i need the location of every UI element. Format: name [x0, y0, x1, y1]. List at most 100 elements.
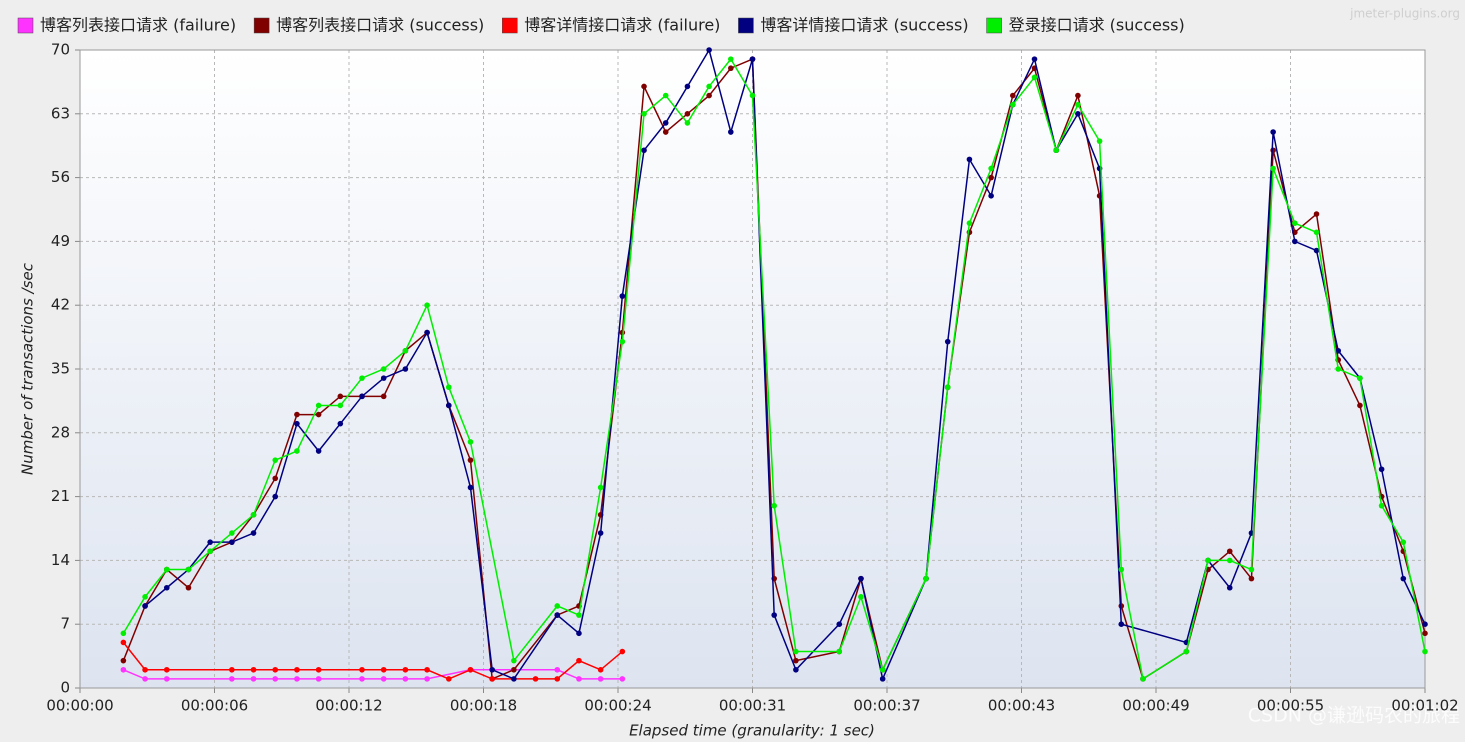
data-point: [966, 220, 973, 226]
y-axis-label: Number of transactions /sec: [19, 262, 37, 475]
data-point: [836, 621, 843, 627]
data-point: [1400, 575, 1407, 582]
data-point: [142, 603, 148, 609]
data-point: [1226, 584, 1233, 591]
data-point: [619, 293, 626, 299]
data-point: [272, 457, 279, 463]
data-point: [858, 575, 864, 582]
legend-swatch: [502, 17, 518, 34]
data-point: [1400, 539, 1407, 545]
x-tick-label: 00:00:37: [853, 697, 920, 715]
data-point: [424, 302, 430, 309]
data-point: [1422, 630, 1428, 637]
data-point: [1031, 74, 1038, 81]
data-point: [359, 375, 365, 381]
data-point: [1075, 92, 1081, 99]
data-point: [163, 666, 170, 673]
data-point: [1378, 502, 1385, 509]
data-point: [1313, 247, 1320, 254]
data-point: [988, 174, 994, 181]
data-point: [445, 384, 452, 391]
data-point: [684, 83, 691, 90]
x-tick-label: 00:00:00: [46, 697, 113, 715]
data-point: [576, 630, 582, 637]
data-point: [576, 612, 582, 618]
data-point: [1118, 566, 1125, 573]
data-point: [229, 666, 235, 673]
data-point: [793, 657, 799, 664]
data-point: [749, 92, 756, 99]
data-point: [684, 120, 691, 126]
data-point: [728, 129, 734, 135]
data-point: [858, 594, 864, 600]
data-point: [120, 666, 127, 673]
y-tick-label: 42: [51, 296, 70, 314]
data-point: [944, 338, 951, 345]
data-point: [554, 603, 561, 609]
data-point: [836, 648, 843, 655]
data-point: [771, 612, 777, 618]
data-point: [1270, 165, 1276, 172]
series-line: [122, 57, 1426, 681]
data-point: [424, 666, 430, 673]
data-point: [142, 666, 148, 673]
data-point: [554, 612, 561, 618]
data-point: [706, 92, 712, 99]
data-point: [1118, 621, 1125, 627]
data-point: [576, 657, 582, 664]
data-point: [489, 676, 495, 682]
data-point: [793, 666, 799, 673]
data-point: [1313, 211, 1320, 217]
data-point: [142, 594, 148, 600]
data-point: [1075, 111, 1081, 117]
data-point: [359, 393, 365, 400]
data-point: [315, 402, 322, 409]
data-point: [597, 666, 604, 673]
x-tick-label: 00:00:06: [181, 697, 248, 715]
data-point: [532, 676, 539, 682]
data-point: [706, 47, 712, 53]
data-point: [1270, 147, 1276, 154]
data-point: [445, 676, 452, 682]
data-point: [294, 420, 300, 427]
data-point: [1140, 676, 1146, 682]
legend-swatch: [738, 17, 754, 34]
data-point: [315, 448, 322, 454]
x-tick-label: 00:00:24: [584, 697, 651, 715]
data-point: [1226, 548, 1233, 555]
data-point: [229, 530, 235, 536]
data-point: [511, 657, 517, 664]
data-point: [272, 493, 279, 500]
data-point: [1248, 575, 1255, 582]
data-point: [619, 338, 626, 345]
data-point: [445, 402, 452, 409]
data-point: [250, 512, 257, 518]
data-point: [489, 666, 495, 673]
data-point: [1335, 347, 1342, 354]
data-point: [467, 484, 474, 491]
data-point: [684, 111, 691, 117]
data-point: [793, 648, 799, 655]
data-point: [207, 548, 213, 555]
x-tick-label: 00:00:49: [1122, 697, 1189, 715]
data-point: [662, 120, 669, 126]
data-point: [597, 530, 604, 536]
data-point: [988, 193, 994, 199]
data-point: [1248, 566, 1255, 573]
data-point: [250, 676, 257, 682]
data-point: [294, 676, 300, 682]
legend-label: 博客列表接口请求 (failure): [40, 16, 236, 35]
x-tick-label: 00:00:43: [988, 697, 1055, 715]
data-point: [1378, 466, 1385, 473]
legend-label: 博客列表接口请求 (success): [276, 16, 484, 35]
data-point: [315, 411, 322, 418]
data-point: [467, 457, 474, 463]
data-point: [424, 676, 430, 682]
legend-swatch: [986, 17, 1002, 34]
data-point: [402, 676, 409, 682]
data-point: [511, 666, 517, 673]
data-point: [1270, 129, 1276, 135]
y-tick-label: 14: [51, 551, 70, 569]
data-point: [185, 566, 192, 573]
